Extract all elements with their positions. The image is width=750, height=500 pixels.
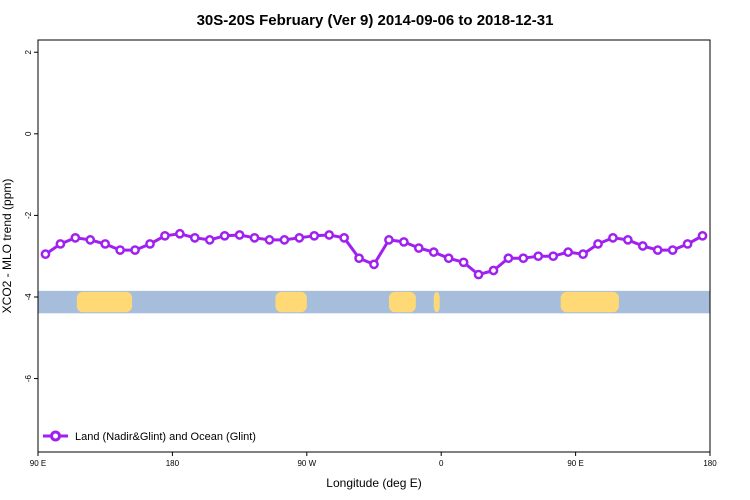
legend-label: Land (Nadir&Glint) and Ocean (Glint)	[75, 431, 256, 443]
data-point	[339, 232, 349, 243]
data-point	[294, 232, 305, 243]
data-point	[533, 251, 544, 262]
x-tick-label: 0	[439, 459, 444, 468]
data-point	[593, 239, 603, 249]
x-tick-label: 90 E	[30, 459, 46, 468]
data-point	[204, 235, 215, 245]
data-point	[384, 235, 394, 245]
data-point	[70, 232, 81, 243]
data-point	[637, 241, 648, 251]
y-tick-label: 0	[24, 131, 33, 136]
data-point	[488, 265, 499, 276]
data-point	[369, 259, 379, 270]
data-point	[145, 239, 155, 249]
plot-frame	[37, 39, 711, 453]
x-tick-label: 90 E	[567, 459, 583, 468]
y-tick-label: -4	[24, 293, 33, 301]
data-point	[428, 247, 439, 257]
data-point	[85, 235, 96, 245]
x-tick-label: 180	[703, 459, 717, 468]
chart-title: 30S-20S February (Ver 9) 2014-09-06 to 2…	[197, 12, 554, 29]
y-axis-label: XCO2 - MLO trend (ppm)	[0, 179, 14, 314]
ocean-band	[38, 290, 710, 314]
y-tick-label: -2	[24, 211, 33, 219]
data-point	[354, 253, 364, 264]
data-point	[130, 245, 140, 255]
x-tick-label: 180	[166, 459, 180, 468]
x-tick-label: 90 W	[297, 459, 316, 468]
data-point	[249, 232, 260, 243]
data-point	[264, 235, 275, 245]
data-point	[309, 230, 320, 241]
land-segment	[275, 291, 307, 313]
data-point	[518, 253, 529, 264]
data-point	[443, 253, 454, 264]
data-point	[473, 269, 484, 280]
legend-marker	[50, 430, 61, 442]
data-point	[175, 228, 185, 239]
data-point	[40, 249, 51, 260]
y-tick-label: -6	[24, 374, 33, 382]
land-segment	[388, 291, 416, 313]
land-segment	[560, 291, 619, 313]
data-point	[503, 253, 514, 264]
land-segment	[433, 291, 440, 313]
x-axis-label: Longitude (deg E)	[326, 476, 421, 490]
data-point	[279, 235, 290, 245]
data-point	[697, 230, 708, 241]
data-point	[667, 245, 678, 255]
data-point	[219, 230, 230, 241]
y-axis: 2 0 -2 -4 -6	[24, 49, 38, 382]
data-point	[115, 245, 125, 255]
x-axis: 90 E 180 90 W 0 90 E 180	[30, 452, 717, 468]
data-point	[608, 232, 618, 243]
data-point	[563, 247, 573, 257]
land-ocean-strip	[38, 290, 710, 314]
data-point	[548, 251, 559, 262]
legend: Land (Nadir&Glint) and Ocean (Glint)	[43, 430, 256, 443]
land-segment	[76, 291, 133, 313]
data-point	[578, 249, 588, 260]
data-point	[682, 239, 693, 249]
data-point	[234, 230, 245, 240]
data-point	[399, 237, 409, 247]
y-tick-label: 2	[24, 49, 33, 54]
data-point	[623, 235, 633, 245]
data-point	[413, 243, 424, 253]
data-point	[100, 239, 111, 249]
data-point	[458, 257, 469, 268]
data-point	[652, 245, 663, 255]
data-point	[160, 230, 170, 241]
data-point	[55, 239, 66, 249]
data-point	[324, 230, 335, 240]
series-group	[40, 228, 708, 280]
data-point	[189, 232, 200, 243]
